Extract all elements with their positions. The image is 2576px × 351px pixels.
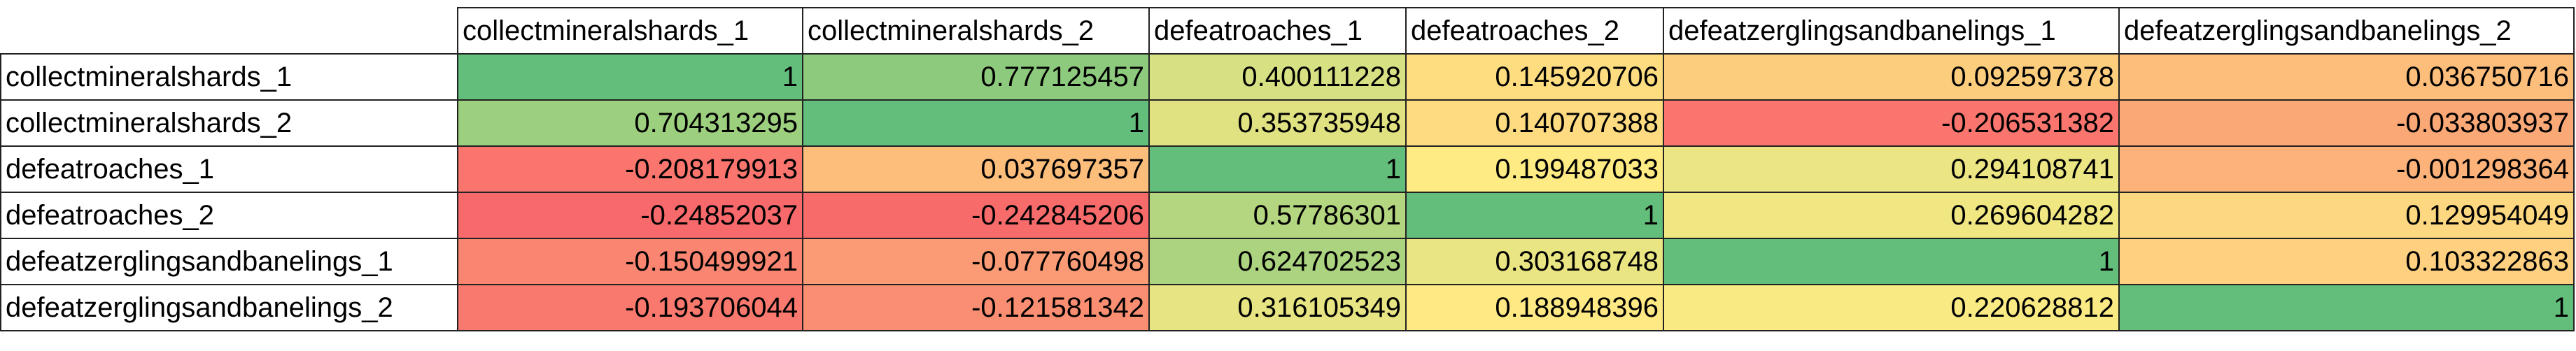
value-cell: 0.57786301 [1148,192,1407,239]
value-cell: 0.037697357 [802,145,1150,193]
column-header: defeatroaches_2 [1405,7,1664,55]
data-row: defeatzerglingsandbanelings_2 -0.19370604… [0,284,2575,331]
value-cell: -0.206531382 [1663,99,2120,147]
row-header: collectmineralshards_2 [0,99,458,147]
value-cell: 0.353735948 [1148,99,1407,147]
value-cell: 1 [1148,145,1407,193]
column-header: defeatzerglingsandbanelings_1 [1663,7,2120,55]
value-cell: 0.294108741 [1663,145,2120,193]
data-row: defeatzerglingsandbanelings_1 -0.15049992… [0,238,2575,285]
value-cell: 0.316105349 [1148,284,1407,331]
data-row: collectmineralshards_2 0.704313295 1 0.3537… [0,99,2575,147]
correlation-table: collectmineralshards_1 collectmineralshar… [0,7,2575,331]
value-cell: -0.121581342 [802,284,1150,331]
data-row: defeatroaches_2 -0.24852037 -0.242845206 0.… [0,192,2575,239]
data-row: defeatroaches_1 -0.208179913 0.037697357 1 0… [0,145,2575,193]
value-cell: 0.704313295 [457,99,803,147]
corner-cell [1,8,458,55]
value-cell: 0.624702523 [1148,238,1407,285]
row-header: defeatroaches_2 [0,192,458,239]
value-cell: 0.129954049 [2118,192,2575,239]
value-cell: -0.001298364 [2118,145,2575,193]
value-cell: -0.193706044 [457,284,803,331]
value-cell: 0.777125457 [802,53,1150,101]
data-row: collectmineralshards_1 1 0.777125457 0.4001… [0,53,2575,101]
value-cell: -0.033803937 [2118,99,2575,147]
row-header: defeatzerglingsandbanelings_1 [0,238,458,285]
column-header: collectmineralshards_2 [802,7,1150,55]
value-cell: 1 [802,99,1150,147]
value-cell: 0.220628812 [1663,284,2120,331]
value-cell: 0.188948396 [1405,284,1664,331]
header-row: collectmineralshards_1 collectmineralshar… [1,7,2575,55]
value-cell: -0.24852037 [457,192,803,239]
value-cell: 0.140707388 [1405,99,1664,147]
column-header: collectmineralshards_1 [457,7,803,55]
row-header: defeatzerglingsandbanelings_2 [0,284,458,331]
value-cell: 0.269604282 [1663,192,2120,239]
value-cell: 0.103322863 [2118,238,2575,285]
value-cell: -0.242845206 [802,192,1150,239]
row-header: collectmineralshards_1 [0,53,458,101]
value-cell: 0.400111228 [1148,53,1407,101]
value-cell: 0.199487033 [1405,145,1664,193]
column-header: defeatzerglingsandbanelings_2 [2118,7,2575,55]
table-body: collectmineralshards_1 collectmineralshar… [0,7,2575,331]
value-cell: 0.036750716 [2118,53,2575,101]
value-cell: 1 [2118,284,2575,331]
value-cell: -0.150499921 [457,238,803,285]
value-cell: -0.208179913 [457,145,803,193]
value-cell: 0.145920706 [1405,53,1664,101]
value-cell: 1 [1405,192,1664,239]
row-header: defeatroaches_1 [0,145,458,193]
value-cell: 1 [457,53,803,101]
value-cell: 0.303168748 [1405,238,1664,285]
value-cell: -0.077760498 [802,238,1150,285]
column-header: defeatroaches_1 [1148,7,1407,55]
value-cell: 0.092597378 [1663,53,2120,101]
value-cell: 1 [1663,238,2120,285]
